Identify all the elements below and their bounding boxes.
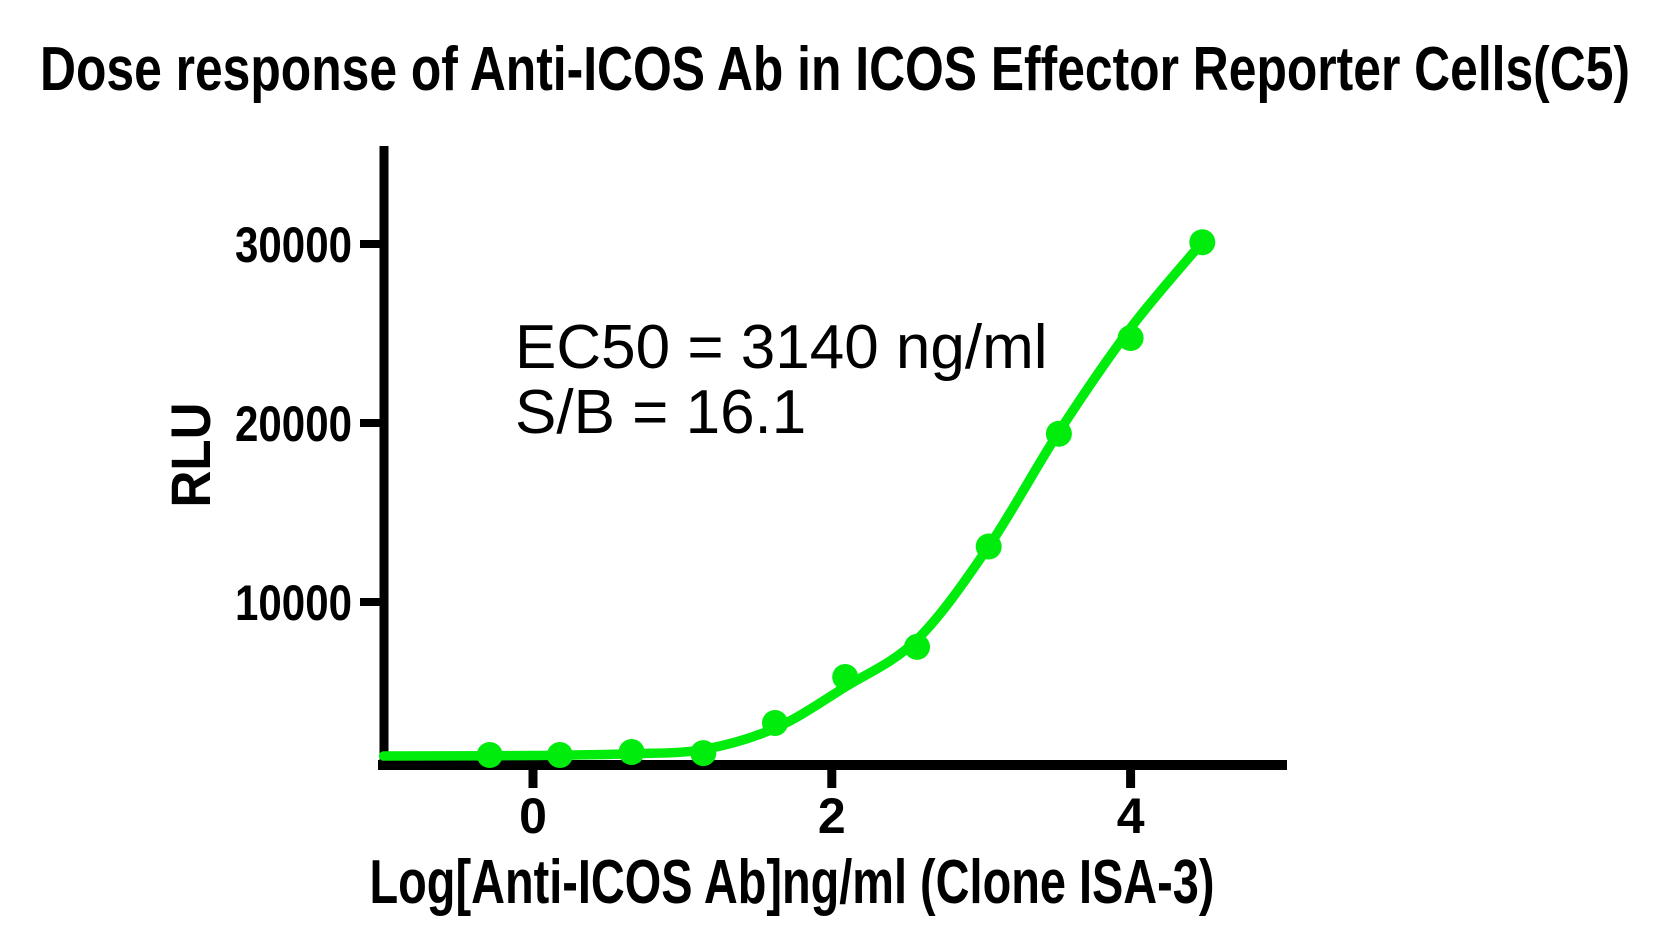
y-axis-label: RLU	[159, 403, 222, 508]
data-point	[1117, 325, 1144, 351]
chart-title: Dose response of Anti-ICOS Ab in ICOS Ef…	[40, 35, 1630, 104]
annotation-signal-to-background: S/B = 16.1	[515, 378, 806, 447]
data-point	[476, 742, 503, 768]
y-tick-label: 30000	[235, 217, 352, 273]
x-tick-label: 4	[1117, 788, 1145, 844]
data-point	[618, 739, 645, 765]
annotation-ec50: EC50 = 3140 ng/ml	[515, 313, 1048, 382]
x-tick-label: 0	[519, 788, 547, 844]
data-point	[975, 533, 1002, 560]
data-point	[1045, 420, 1072, 447]
plot-area: 10000 20000 30000 0 2 4	[235, 146, 1287, 844]
data-point	[546, 742, 573, 768]
data-point	[904, 633, 930, 660]
data-point	[832, 664, 859, 690]
x-axis-label: Log[Anti-ICOS Ab]ng/ml (Clone ISA-3)	[370, 848, 1215, 917]
x-tick-label: 2	[818, 788, 846, 844]
data-point	[762, 710, 788, 736]
y-tick-label: 10000	[235, 575, 352, 631]
y-tick-label: 20000	[235, 396, 352, 452]
data-point	[690, 740, 717, 767]
data-point	[1189, 229, 1216, 256]
